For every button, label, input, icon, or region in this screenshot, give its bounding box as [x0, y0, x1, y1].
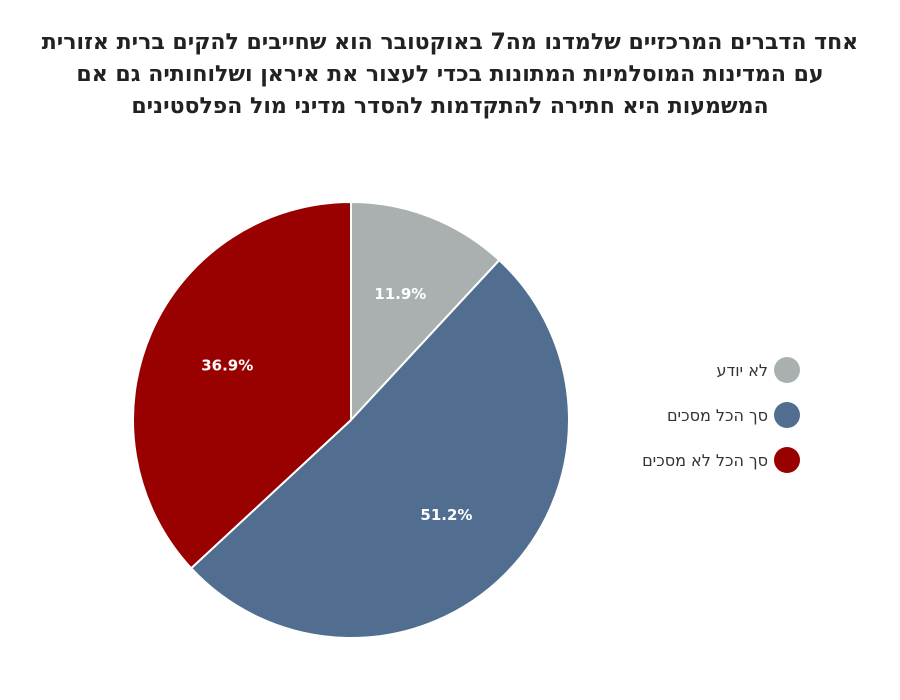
pie-slice-2 — [132, 200, 352, 570]
legend-item-1: סך הכל מסכים — [560, 402, 800, 428]
legend-label: סך הכל לא מסכים — [642, 450, 768, 470]
legend-swatch — [774, 447, 800, 473]
legend-label: סך הכל מסכים — [666, 405, 768, 425]
chart-title: אחד הדברים המרכזיים שלמדנו מה7 באוקטובר … — [41, 30, 859, 119]
pie-slice-0 — [350, 200, 501, 423]
legend-item-2: סך הכל לא מסכים — [560, 447, 800, 473]
slice-value-label-0: 11.9% — [374, 285, 426, 303]
legend: לא יודע סך הכל מסכים סך הכל לא מסכים — [560, 357, 800, 492]
slice-value-label-1: 51.2% — [420, 506, 472, 524]
legend-label: לא יודע — [716, 360, 768, 380]
legend-swatch — [774, 402, 800, 428]
legend-item-0: לא יודע — [560, 357, 800, 383]
pie-slice-1 — [189, 258, 570, 639]
legend-swatch — [774, 357, 800, 383]
slice-value-label-2: 36.9% — [201, 356, 253, 374]
